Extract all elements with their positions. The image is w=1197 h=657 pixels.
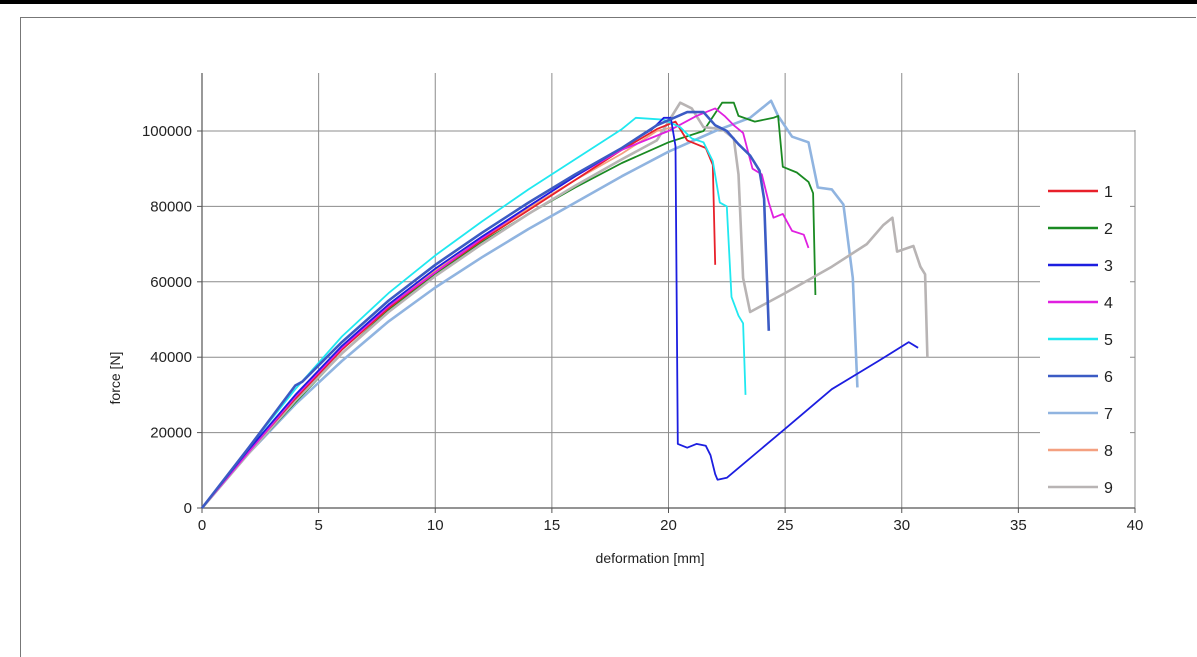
grid-lines [202,73,1136,508]
y-tick-label: 100000 [142,123,192,140]
x-tick-label: 20 [660,517,677,534]
top-border [0,0,1197,4]
legend-label-9: 9 [1104,480,1113,497]
x-tick-label: 0 [198,517,206,534]
x-tick-labels: 0 5 10 15 20 25 30 35 40 [198,517,1144,534]
legend-label-6: 6 [1104,369,1113,386]
y-tick-label: 40000 [150,349,192,366]
series-lines [200,99,929,509]
x-tick-label: 10 [427,517,444,534]
y-tick-label: 0 [184,500,192,517]
y-tick-label: 60000 [150,274,192,291]
chart-frame [20,17,1196,657]
legend-label-3: 3 [1104,258,1113,275]
legend: 1 2 3 4 5 6 7 8 9 [1040,172,1130,502]
legend-label-5: 5 [1104,332,1113,349]
x-tick-label: 30 [893,517,910,534]
force-deformation-chart: 0 5 10 15 20 25 30 35 40 02000040000600008000010… [107,73,1144,566]
series-line-3 [201,116,919,509]
series-line-4 [201,107,810,509]
legend-label-8: 8 [1104,443,1113,460]
series-line-2 [201,101,817,509]
x-tick-label: 35 [1010,517,1027,534]
x-tick-label: 25 [777,517,794,534]
y-tick-labels: 0 20000 40000 60000 80000 100000 [142,123,192,517]
y-axis-label: force [N] [107,352,123,405]
series-line-1 [201,120,717,509]
series-line-5 [201,116,747,509]
legend-label-2: 2 [1104,221,1113,238]
x-tick-label: 5 [314,517,322,534]
series-line-7 [201,99,859,509]
axes [197,73,1136,513]
legend-label-1: 1 [1104,184,1113,201]
series-line-6 [200,110,771,509]
y-tick-label: 20000 [150,425,192,442]
legend-background [1040,172,1130,502]
x-tick-label: 15 [544,517,561,534]
series-line-9 [201,101,929,509]
x-tick-label: 40 [1127,517,1144,534]
legend-label-7: 7 [1104,406,1113,423]
x-axis-label: deformation [mm] [596,550,705,566]
legend-label-4: 4 [1104,295,1113,312]
y-tick-label: 80000 [150,198,192,215]
series-line-8 [201,126,674,509]
